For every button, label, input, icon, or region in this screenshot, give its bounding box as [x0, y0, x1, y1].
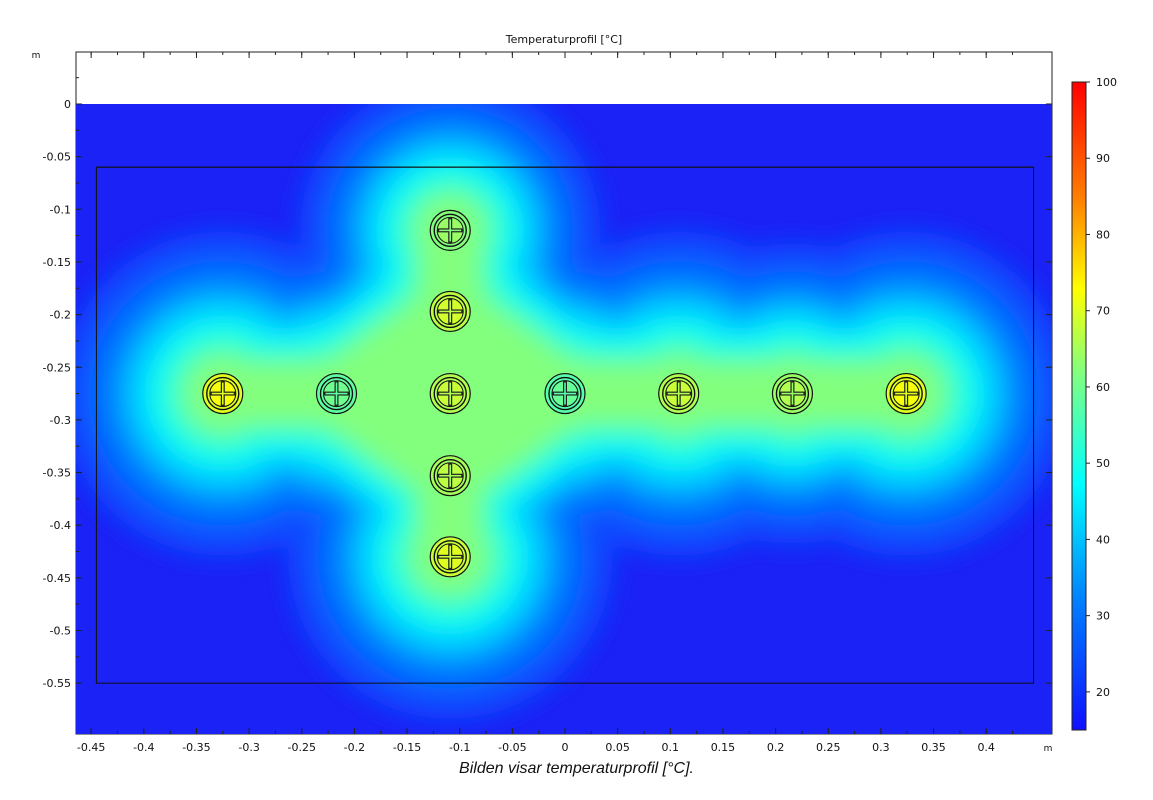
colorbar-tick-label: 60: [1096, 381, 1110, 394]
pipe-cross-v-core: [564, 382, 566, 405]
y-tick-label: -0.45: [43, 572, 71, 585]
pipe-cross-v-core: [905, 382, 907, 405]
colorbar-tick-label: 40: [1096, 533, 1110, 546]
x-tick-label: 0.2: [767, 741, 785, 754]
pipe-cross-v-core: [335, 382, 338, 405]
x-tick-label: -0.4: [133, 741, 154, 754]
colorbar-tick-label: 100: [1096, 76, 1117, 89]
pipe-wall: [433, 376, 467, 411]
pipe-wall: [775, 376, 810, 411]
y-axis: 0 -0.05 -0.1 -0.15 -0.2 -0.25 -0.3 -0.35 -0.4 -0.…: [43, 77, 1052, 690]
x-tick-label: 0.05: [605, 741, 630, 754]
colorbar-tick-label: 90: [1096, 152, 1110, 165]
pipe-cross-v-core: [449, 300, 452, 323]
x-tick-label: -0.35: [182, 741, 210, 754]
boundary-rect: [95, 166, 1035, 684]
colorbar-tick-label: 30: [1096, 610, 1110, 623]
pipes: [202, 209, 927, 578]
pipe: [429, 455, 471, 497]
pipe: [885, 372, 927, 415]
pipe-wall: [433, 540, 467, 574]
heatmap-field: [76, 104, 1052, 734]
pipe: [202, 372, 244, 415]
y-tick-label: -0.3: [50, 414, 71, 427]
colorbar-tick-label: 50: [1096, 457, 1110, 470]
x-tick-label: -0.1: [449, 741, 470, 754]
x-tick-label: 0: [562, 741, 569, 754]
pipe-wall: [548, 376, 582, 411]
y-tick-label: -0.4: [50, 519, 71, 532]
pipe-wall: [433, 459, 467, 493]
colorbar-ticks: 20 30 40 50 60 70 80 90 100: [1086, 76, 1117, 699]
caption: Bilden visar temperaturprofil [°C].: [459, 760, 694, 777]
y-tick-label: -0.25: [43, 361, 71, 374]
x-axis: -0.45 -0.4 -0.35 -0.3 -0.25 -0.2 -0.15 -0.1 -0.0…: [77, 52, 1014, 754]
x-axis-unit: m: [1044, 744, 1053, 754]
pipe-cross-v-core: [449, 464, 452, 487]
x-tick-label: 0.1: [662, 741, 680, 754]
y-tick-label: -0.1: [50, 203, 71, 216]
pipe: [771, 372, 814, 415]
pipe-wall: [433, 294, 467, 329]
colorbar-tick-label: 20: [1096, 686, 1110, 699]
pipe-wall: [319, 376, 354, 411]
y-tick-label: -0.35: [43, 467, 71, 480]
y-tick-label: -0.55: [43, 677, 71, 690]
pipe: [429, 372, 471, 415]
pipe-wall: [433, 213, 467, 248]
colorbar-tick-label: 80: [1096, 228, 1110, 241]
x-tick-label: -0.05: [498, 741, 526, 754]
x-tick-label: -0.15: [393, 741, 421, 754]
y-tick-label: -0.15: [43, 256, 71, 269]
chart-title: Temperaturprofil [°C]: [505, 33, 622, 46]
x-tick-label: 0.4: [977, 741, 995, 754]
pipe-cross-v-core: [449, 219, 452, 242]
x-tick-label: 0.3: [872, 741, 890, 754]
pipe-cross-v-core: [221, 382, 224, 405]
colorbar-gradient: [1071, 81, 1087, 731]
pipe: [544, 372, 586, 415]
y-tick-label: -0.5: [50, 625, 71, 638]
pipe: [315, 372, 358, 415]
y-axis-unit: m: [32, 51, 41, 61]
y-tick-label: -0.05: [43, 151, 71, 164]
x-tick-label: -0.3: [238, 741, 259, 754]
inner-boundaries: [95, 166, 1035, 684]
pipe-cross-v-core: [677, 382, 680, 405]
y-tick-label: 0: [64, 98, 71, 111]
x-tick-label: -0.2: [344, 741, 365, 754]
x-tick-label: 0.35: [921, 741, 946, 754]
pipe-wall: [889, 376, 923, 411]
pipe: [429, 209, 471, 251]
pipe: [429, 536, 471, 578]
x-tick-label: 0.15: [711, 741, 736, 754]
x-tick-label: 0.25: [816, 741, 841, 754]
pipe: [658, 372, 700, 415]
pipe: [429, 290, 471, 333]
y-tick-label: -0.2: [50, 309, 71, 322]
colorbar: 20 30 40 50 60 70 80 90 100: [1071, 76, 1117, 731]
pipe-cross-v-core: [449, 382, 452, 405]
x-tick-label: -0.25: [288, 741, 316, 754]
pipe-cross-v-core: [449, 545, 452, 568]
pipe-cross-v-core: [791, 382, 794, 405]
pipe-wall: [206, 376, 240, 411]
pipe-wall: [662, 376, 696, 411]
x-tick-label: -0.45: [77, 741, 105, 754]
colorbar-tick-label: 70: [1096, 305, 1110, 318]
